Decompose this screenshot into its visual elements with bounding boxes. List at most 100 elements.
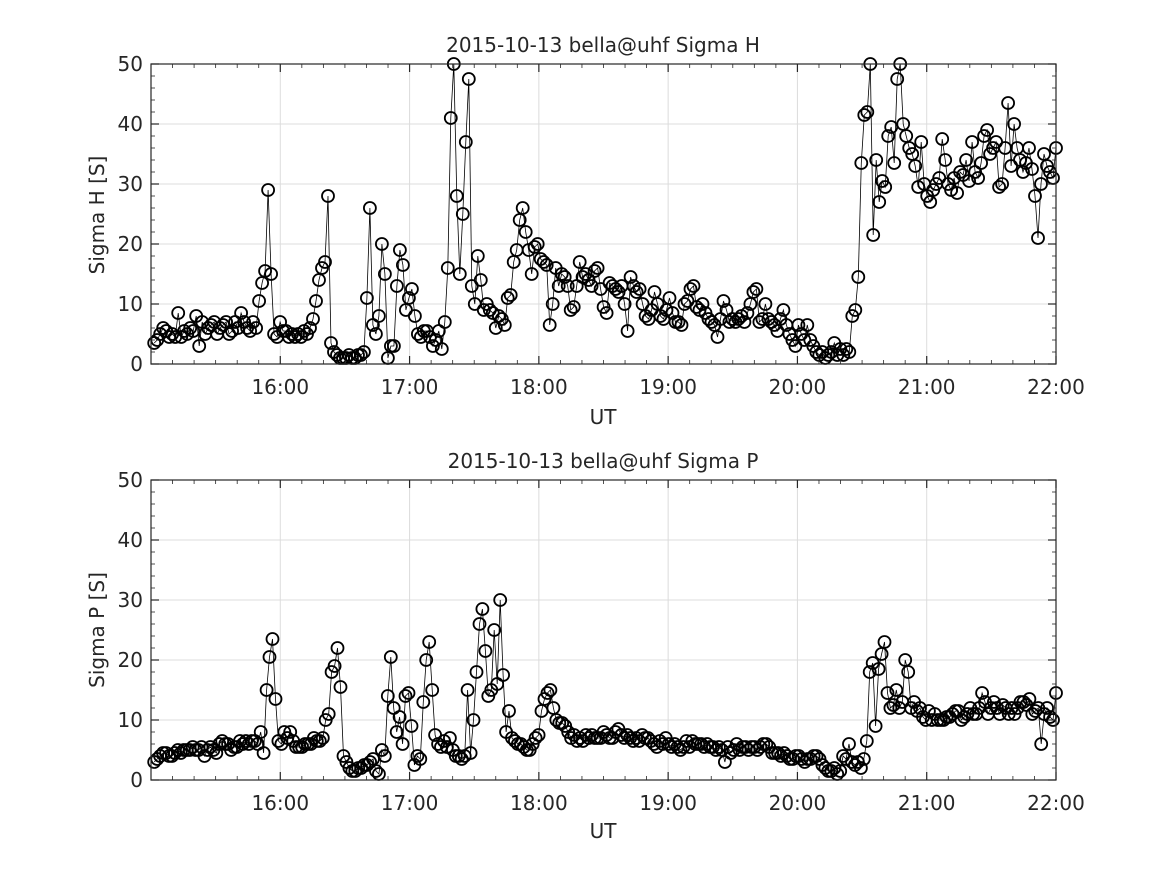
sigma-p-data-point <box>321 707 336 721</box>
sigma-h-data-point <box>192 339 207 353</box>
sigma-p-data-point <box>1046 713 1060 727</box>
sigma-p-data-point <box>283 725 298 739</box>
sigma-h-data-point <box>560 279 575 293</box>
sigma-h-data-point <box>183 321 198 335</box>
sigma-p-ytick-label: 30 <box>118 588 143 612</box>
sigma-h-data-point <box>662 291 677 305</box>
sigma-h-data-point <box>377 267 392 281</box>
sigma-p-data-point <box>200 743 215 757</box>
sigma-p-xlabel: UT <box>590 819 618 843</box>
sigma-p-data-point <box>395 737 410 751</box>
sigma-h-data-point <box>740 306 755 320</box>
sigma-p-data-point <box>212 737 227 751</box>
sigma-p-data-point <box>256 746 271 760</box>
sigma-p-data-point <box>398 689 413 703</box>
sigma-h-data-point <box>545 297 560 311</box>
sigma-h-data-point <box>746 285 761 299</box>
sigma-h-data-point <box>554 267 569 281</box>
sigma-h-data-point <box>470 249 485 263</box>
sigma-h-data-point <box>935 132 950 146</box>
sigma-p-data-point <box>842 737 856 751</box>
sigma-p-data-point <box>268 692 283 706</box>
sigma-h-data-point <box>434 342 449 356</box>
sigma-p-ticks: 16:00 17:00 18:00 19:00 20:00 21:00 22:00 0 10 20… <box>118 468 1085 815</box>
sigma-h-data-point <box>1028 189 1042 203</box>
sigma-h-ytick-label: 20 <box>118 232 143 256</box>
sigma-p-xtick-label: 16:00 <box>251 791 309 815</box>
sigma-h-data-point <box>974 156 988 170</box>
sigma-p-data-point <box>854 761 868 775</box>
sigma-h-data-point <box>629 285 644 299</box>
sigma-p-data-point <box>392 710 407 724</box>
sigma-p-data-point <box>1034 737 1049 751</box>
sigma-h-data-point <box>599 306 614 320</box>
sigma-h-data-point <box>171 306 186 320</box>
sigma-p-data-point <box>614 728 629 742</box>
sigma-h-xtick-label: 20:00 <box>769 375 827 399</box>
sigma-p-panel: 2015-10-13 bella@uhf Sigma P 16:00 17:00 1… <box>85 449 1085 843</box>
sigma-h-data-point <box>449 189 464 203</box>
sigma-h-data-point <box>710 330 725 344</box>
sigma-h-data-point <box>264 267 279 281</box>
sigma-p-data-point <box>531 728 546 742</box>
sigma-p-data-point <box>543 683 558 697</box>
sigma-p-data-point <box>871 662 886 676</box>
sigma-h-data-point <box>671 315 686 329</box>
sigma-h-ytick-label: 30 <box>118 172 143 196</box>
sigma-h-data-point <box>455 207 470 221</box>
sigma-h-data-point <box>359 291 374 305</box>
sigma-h-data-point <box>749 282 764 296</box>
sigma-h-data-point <box>980 123 994 137</box>
sigma-h-data-point <box>407 309 422 323</box>
sigma-h-data-point <box>590 261 605 275</box>
sigma-h-data-point <box>587 264 602 278</box>
sigma-p-data-point <box>463 746 478 760</box>
sigma-h-ytick-label: 50 <box>118 52 143 76</box>
sigma-h-data-point <box>860 105 875 119</box>
sigma-h-data-point <box>842 345 857 359</box>
sigma-p-data-point <box>460 683 475 697</box>
sigma-h-xtick-label: 22:00 <box>1027 375 1085 399</box>
sigma-h-data-point <box>362 201 377 215</box>
sigma-h-data-point <box>872 195 887 209</box>
sigma-h-data-point <box>536 255 551 269</box>
sigma-p-data-point <box>315 731 330 745</box>
sigma-p-data-point <box>472 617 487 631</box>
sigma-h-data-point <box>353 348 368 362</box>
sigma-p-data-point <box>877 635 892 649</box>
sigma-p-data-point <box>330 641 345 655</box>
sigma-p-data-point <box>389 725 404 739</box>
sigma-h-data-point <box>389 279 404 293</box>
sigma-h-ytick-label: 0 <box>130 352 143 376</box>
sigma-h-line <box>153 63 1057 359</box>
sigma-p-data-point <box>259 683 274 697</box>
sigma-p-data-point <box>377 749 392 763</box>
sigma-p-data-point <box>771 746 785 760</box>
sigma-p-data-point <box>706 740 720 754</box>
sigma-p-data-point <box>413 752 428 766</box>
sigma-p-data-point <box>889 683 904 697</box>
sigma-p-series <box>147 593 1063 781</box>
sigma-h-data-point <box>758 297 773 311</box>
sigma-h-data-point <box>857 108 872 122</box>
sigma-h-data-point <box>878 180 893 194</box>
sigma-h-data-point <box>584 279 599 293</box>
sigma-h-data-point <box>1022 141 1036 155</box>
sigma-p-data-point <box>383 650 398 664</box>
sigma-h-data-point <box>776 303 791 317</box>
sigma-h-data-point <box>950 186 964 200</box>
sigma-h-data-point <box>854 156 869 170</box>
sigma-h-data-point <box>443 111 458 125</box>
sigma-h-ytick-label: 40 <box>118 112 143 136</box>
sigma-h-data-point <box>869 153 884 167</box>
sigma-h-data-point <box>557 270 572 284</box>
sigma-h-data-point <box>716 294 731 308</box>
sigma-p-data-point <box>369 764 383 778</box>
sigma-h-data-point <box>318 255 332 269</box>
sigma-h-data-point <box>800 318 815 332</box>
sigma-h-data-point <box>368 327 383 341</box>
sigma-h-data-point <box>755 312 770 326</box>
sigma-h-xtick-label: 19:00 <box>639 375 697 399</box>
sigma-p-ytick-label: 20 <box>118 648 143 672</box>
sigma-p-data-point <box>528 731 543 745</box>
